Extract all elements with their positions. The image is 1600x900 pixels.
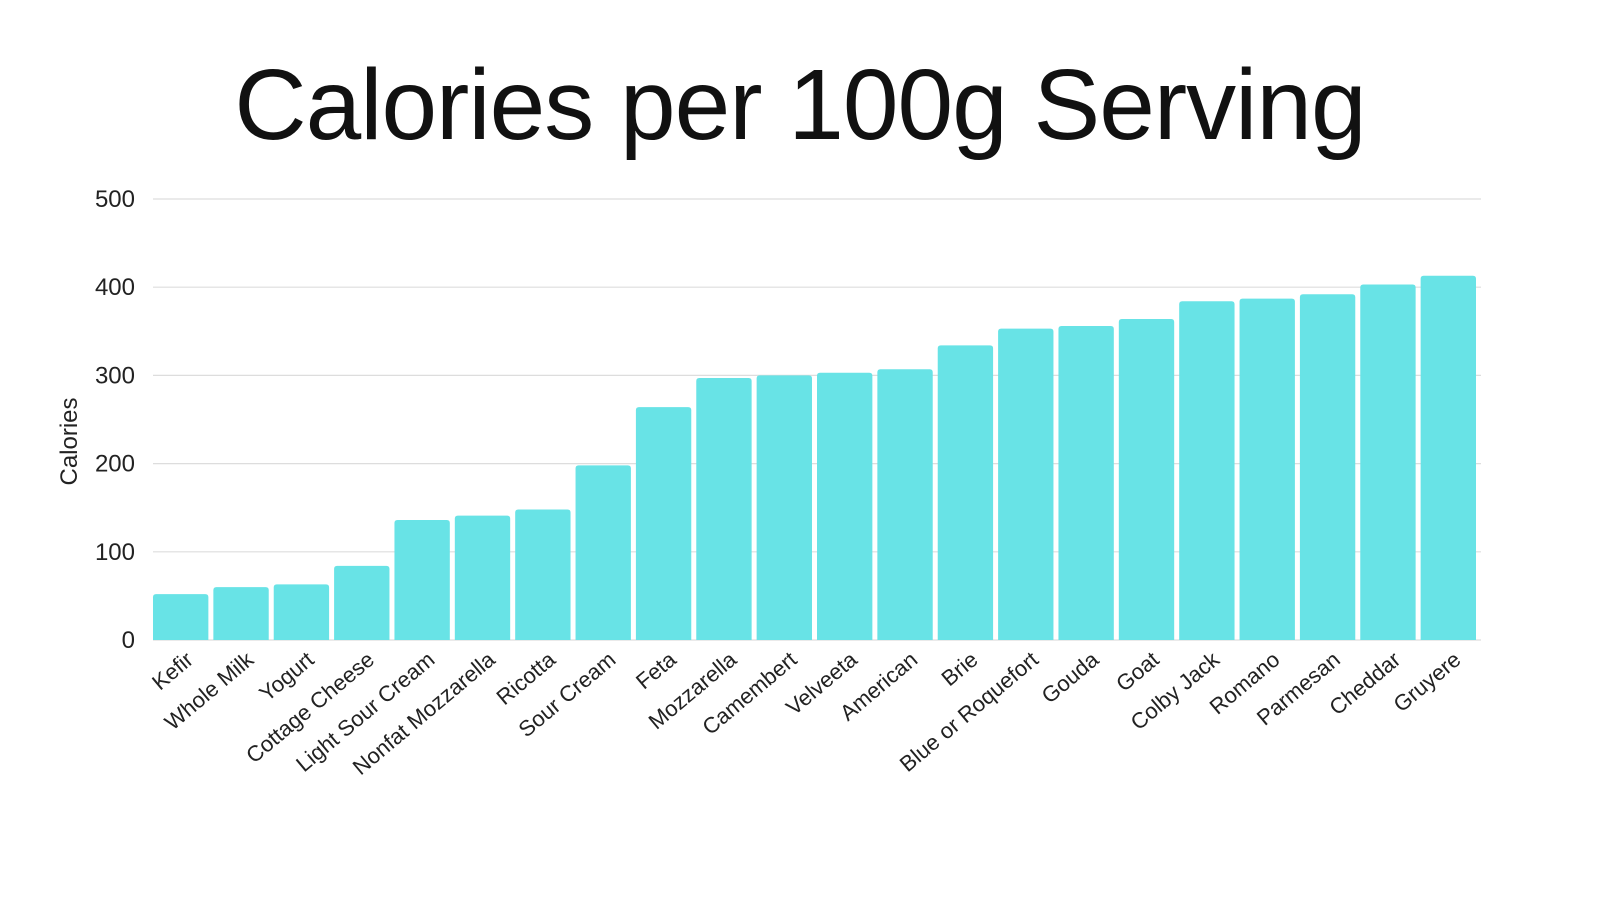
bar bbox=[454, 515, 511, 640]
x-tick-label: Gouda bbox=[1037, 646, 1104, 708]
bar bbox=[1058, 326, 1114, 640]
y-axis-ticks: 0 100 200 300 400 500 bbox=[95, 186, 135, 654]
bar bbox=[756, 375, 812, 640]
bar bbox=[515, 509, 571, 640]
bar bbox=[153, 594, 209, 640]
bar bbox=[1420, 275, 1476, 640]
y-axis-label: Calories bbox=[56, 397, 83, 485]
y-tick-label: 100 bbox=[95, 539, 135, 566]
bar bbox=[213, 587, 269, 640]
x-tick-label: Brie bbox=[937, 647, 983, 691]
bar bbox=[394, 520, 450, 640]
bar bbox=[1118, 318, 1175, 640]
bar bbox=[1360, 284, 1416, 640]
y-tick-label: 0 bbox=[122, 627, 135, 654]
bar bbox=[273, 584, 330, 640]
y-tick-label: 300 bbox=[95, 362, 135, 389]
y-tick-label: 200 bbox=[95, 451, 135, 478]
x-tick-label: Gruyere bbox=[1389, 647, 1466, 717]
chart-title: Calories per 100g Serving bbox=[234, 49, 1366, 161]
bar bbox=[1299, 294, 1356, 640]
bar bbox=[817, 372, 873, 640]
bar bbox=[998, 328, 1054, 640]
y-tick-label: 400 bbox=[95, 274, 135, 301]
bars bbox=[153, 275, 1476, 640]
x-tick-label: Feta bbox=[631, 646, 681, 694]
x-tick-label: Kefir bbox=[147, 647, 198, 695]
bar bbox=[575, 465, 631, 640]
bar bbox=[1239, 298, 1295, 640]
bar bbox=[635, 407, 692, 640]
bar bbox=[937, 345, 994, 640]
bar bbox=[334, 565, 390, 640]
bar bbox=[877, 369, 933, 640]
bar bbox=[696, 378, 752, 640]
x-tick-label: Goat bbox=[1111, 647, 1164, 697]
y-tick-label: 500 bbox=[95, 186, 135, 213]
bar bbox=[1179, 301, 1235, 640]
